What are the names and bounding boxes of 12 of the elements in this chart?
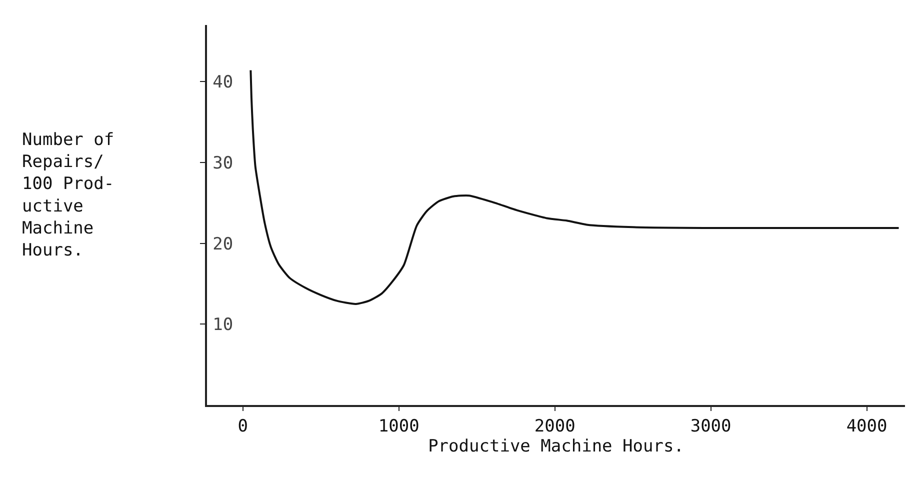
- text: Number of Repairs/ 100 Prod- uctive Machine Hours.: [22, 130, 114, 260]
- x-tick-label: 1000: [378, 416, 420, 436]
- x-tick-label: 0: [238, 416, 248, 436]
- x-tick-label: 2000: [534, 416, 576, 436]
- x-tick-label: 3000: [690, 416, 732, 436]
- x-tick-label: 4000: [846, 416, 888, 436]
- y-tick-label: 10: [212, 315, 234, 336]
- y-tick-label: 30: [212, 153, 234, 174]
- line-series: [250, 69, 900, 305]
- x-axis-title: Productive Machine Hours.: [428, 436, 684, 456]
- y-tick-label: 40: [212, 72, 234, 93]
- y-tick-label: 20: [212, 234, 234, 254]
